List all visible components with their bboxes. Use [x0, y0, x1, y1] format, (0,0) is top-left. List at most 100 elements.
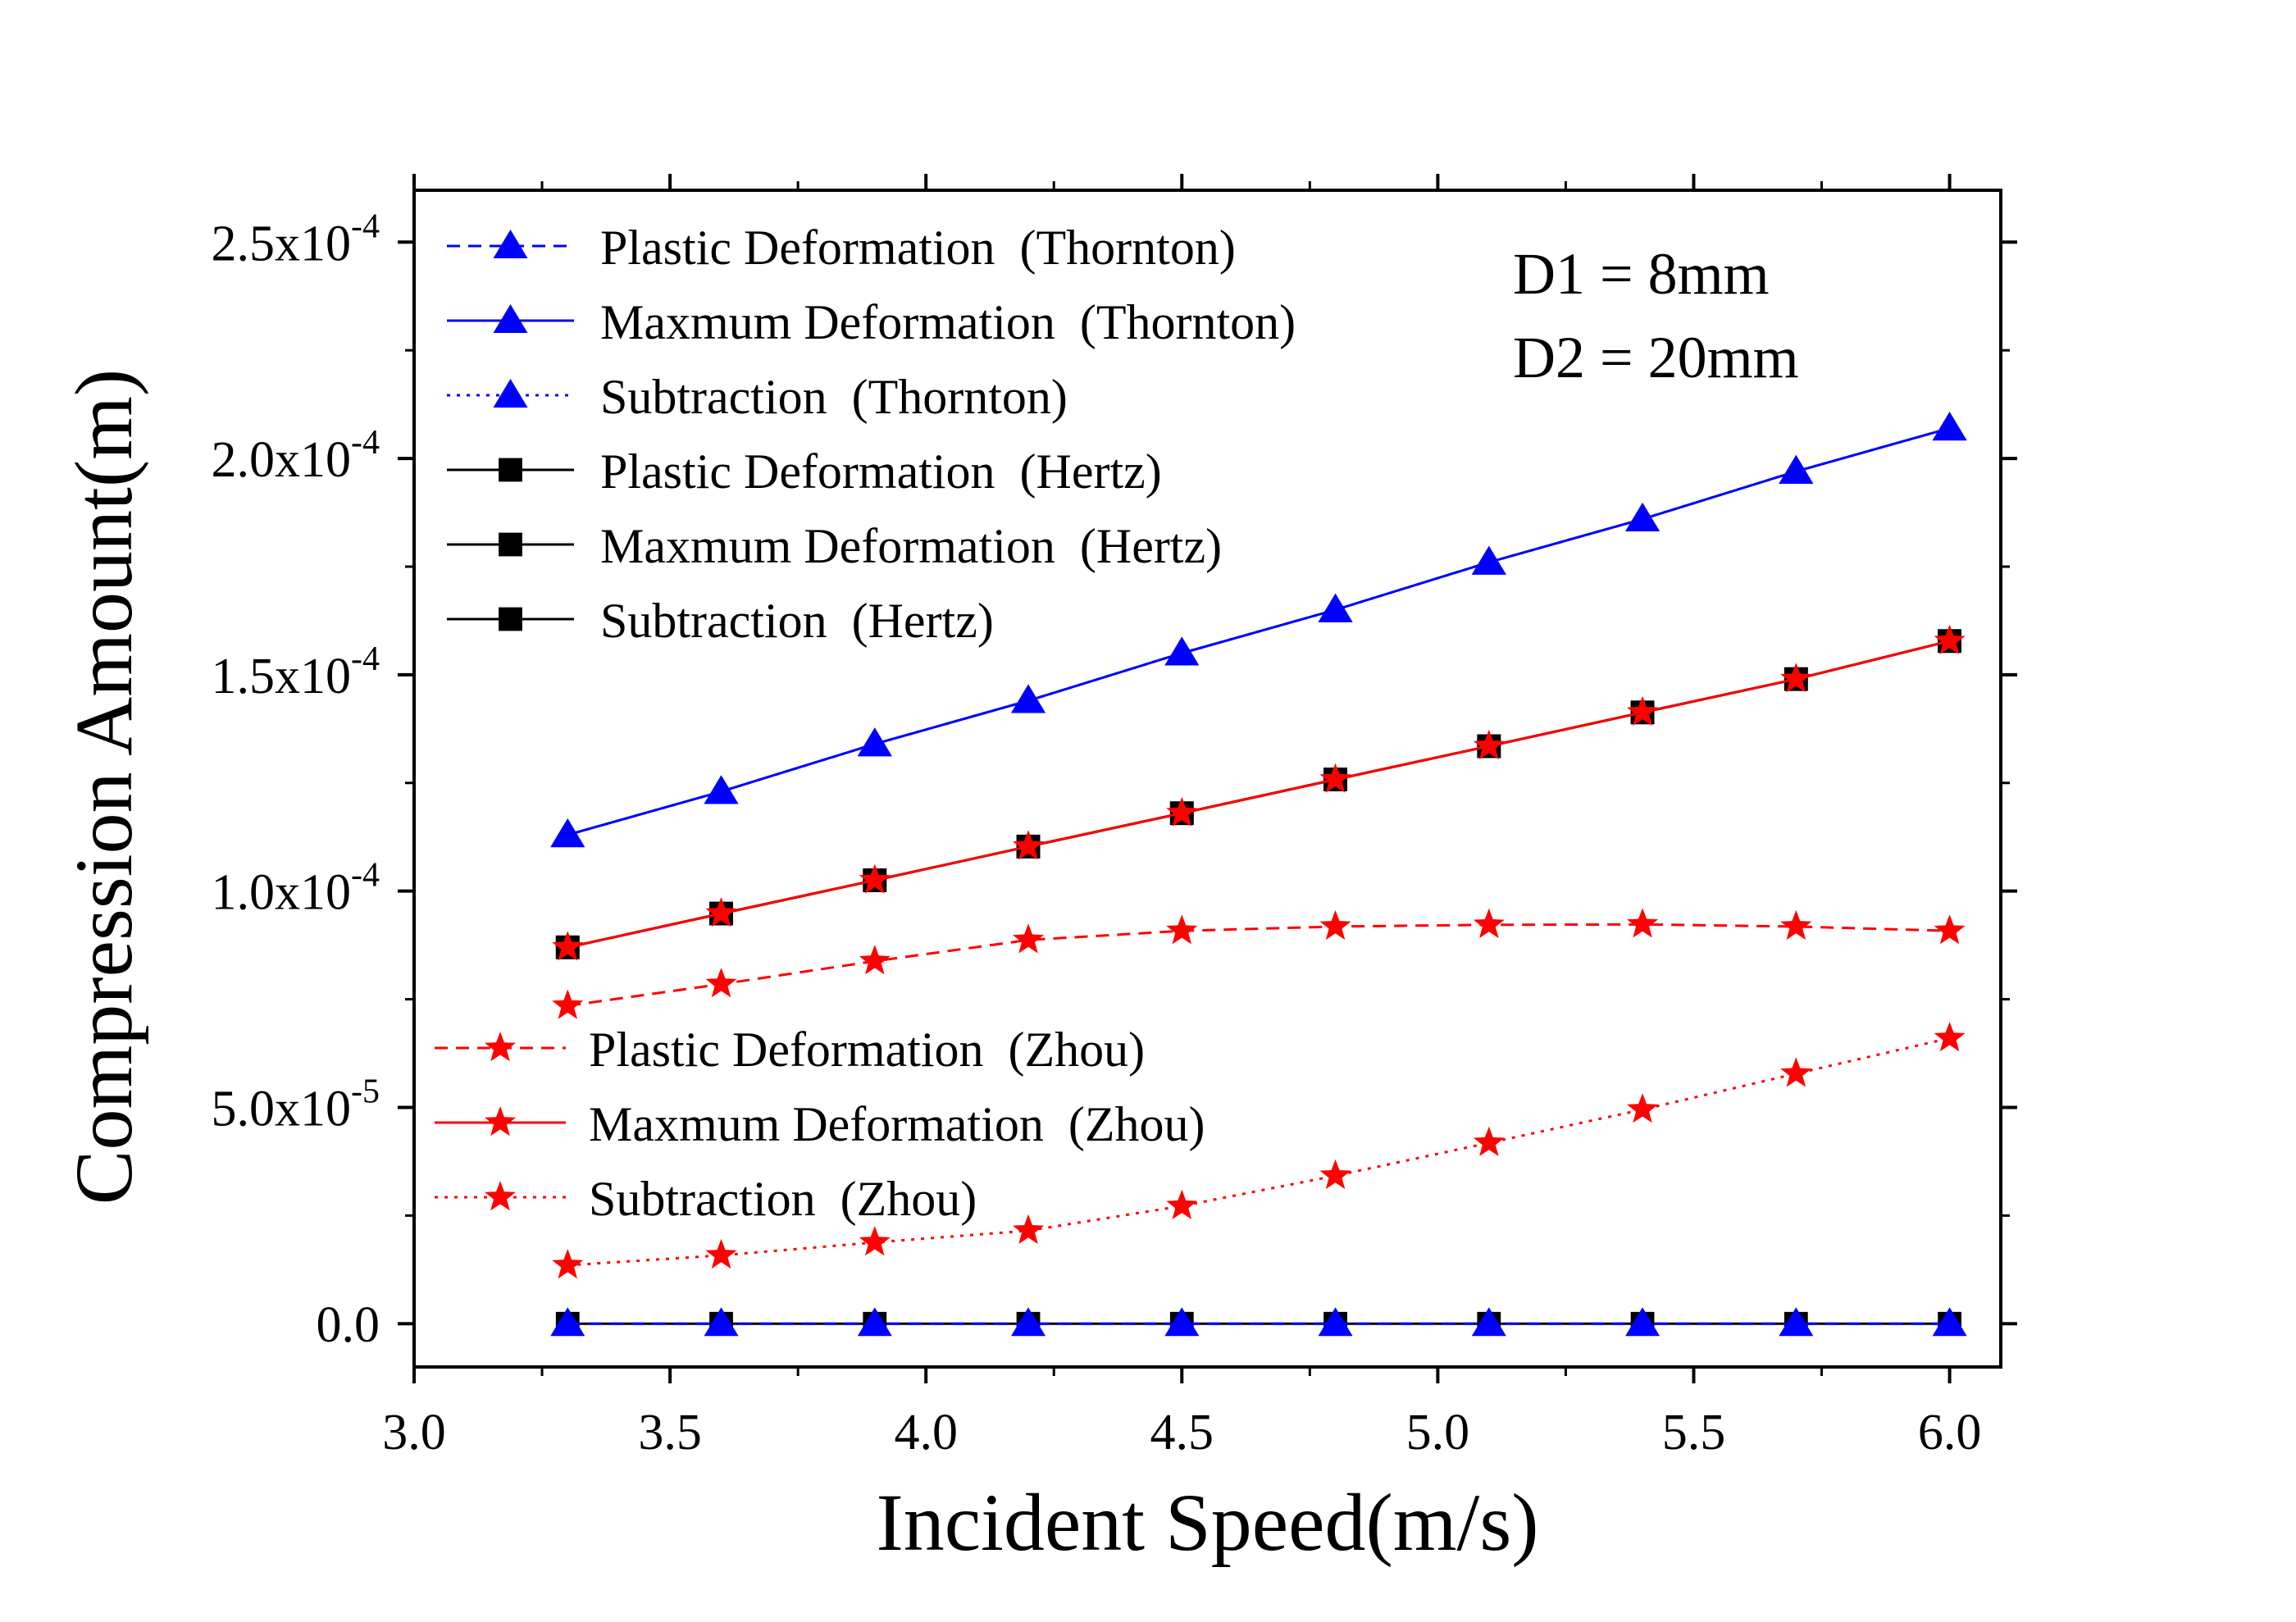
- x-tick-label: 6.0: [1918, 1405, 1982, 1460]
- marker-star: [1780, 909, 1812, 941]
- marker-star: [1473, 908, 1505, 938]
- y-tick-label: 1.0x10-4: [212, 857, 380, 921]
- marker-star: [1627, 1093, 1659, 1123]
- legend-label: Subtraction (Hertz): [600, 594, 994, 648]
- marker-star: [485, 1032, 516, 1062]
- series-line: [567, 426, 1951, 836]
- marker-triangle: [704, 775, 739, 804]
- x-tick-label: 5.5: [1662, 1405, 1726, 1460]
- legend-item: Subtraction (Hertz): [447, 594, 994, 648]
- marker-star: [552, 989, 584, 1019]
- marker-triangle: [493, 230, 528, 258]
- marker-star: [1627, 695, 1659, 726]
- legend-item: Plastic Deformation (Hertz): [447, 444, 1162, 499]
- marker-triangle: [704, 1307, 739, 1337]
- y-axis-ticks: 0.0 5.0x10-5 1.0x10-4 1.5x10-4 2.0x10-4 2.5x1…: [212, 207, 2017, 1353]
- plot-frame: [412, 189, 2002, 1369]
- legend-label: Plastic Deformation (Thornton): [600, 221, 1236, 275]
- marker-star: [705, 897, 737, 927]
- marker-triangle: [1625, 1307, 1660, 1337]
- marker-triangle: [1164, 636, 1200, 666]
- series-layer: [550, 412, 1967, 1337]
- marker-triangle: [1471, 1307, 1506, 1337]
- marker-triangle: [493, 304, 528, 333]
- marker-triangle: [1779, 1307, 1814, 1337]
- y-tick-label: 0.0: [317, 1297, 380, 1353]
- series-line: [567, 923, 1950, 1007]
- legend-item: Subtraction (Zhou): [435, 1172, 977, 1226]
- marker-star: [1934, 1022, 1966, 1052]
- marker-triangle: [857, 1307, 892, 1337]
- marker-square: [499, 458, 522, 482]
- x-tick-label: 4.0: [894, 1405, 958, 1460]
- x-tick-label: 4.5: [1150, 1405, 1214, 1460]
- marker-star: [1780, 663, 1812, 693]
- marker-star: [1473, 729, 1505, 760]
- legend-item: Subtraction (Thornton): [447, 370, 1068, 424]
- marker-star: [1934, 624, 1966, 654]
- marker-star: [705, 968, 737, 998]
- legend-item: Plastic Deformation (Thornton): [447, 221, 1236, 275]
- legend-label: Plastic Deformation (Zhou): [589, 1023, 1145, 1077]
- legend-label: Maxmum Deformation (Thornton): [600, 295, 1296, 349]
- marker-triangle: [1779, 454, 1814, 484]
- marker-triangle: [493, 379, 528, 408]
- marker-triangle: [1625, 502, 1660, 531]
- marker-triangle: [550, 1307, 585, 1337]
- marker-star: [1013, 923, 1045, 954]
- y-tick-label: 2.0x10-4: [212, 424, 380, 488]
- marker-star: [485, 1181, 516, 1211]
- marker-star: [1166, 796, 1198, 827]
- y-tick-label: 2.5x10-4: [212, 207, 380, 271]
- y-tick-label: 5.0x10-5: [212, 1073, 380, 1137]
- marker-star: [1013, 1214, 1045, 1244]
- marker-triangle: [1471, 545, 1506, 575]
- series-2: [550, 412, 1967, 848]
- marker-star: [1780, 1057, 1812, 1087]
- legend-item: Maxmum Deformation (Zhou): [435, 1097, 1205, 1151]
- annotation-d2: D2 = 20mm: [1513, 325, 1799, 390]
- marker-triangle: [1932, 1307, 1967, 1337]
- marker-star: [705, 1238, 737, 1269]
- marker-square: [499, 607, 522, 631]
- marker-star: [859, 1226, 891, 1256]
- marker-triangle: [1011, 1307, 1046, 1337]
- marker-star: [485, 1106, 516, 1137]
- marker-star: [859, 945, 891, 975]
- marker-star: [1627, 908, 1659, 938]
- marker-triangle: [1164, 1307, 1200, 1337]
- marker-star: [859, 863, 891, 894]
- marker-triangle: [1318, 1307, 1353, 1337]
- marker-star: [552, 931, 584, 961]
- marker-star: [1319, 909, 1351, 941]
- marker-star: [1934, 914, 1966, 945]
- y-tick-label: 1.5x10-4: [212, 640, 380, 704]
- legend: Plastic Deformation (Thornton) Maxmum Def…: [435, 221, 1296, 1226]
- series-0: [550, 1307, 1967, 1337]
- legend-label: Subtraction (Zhou): [589, 1172, 977, 1226]
- marker-square: [499, 532, 522, 557]
- x-tick-label: 3.5: [638, 1405, 702, 1460]
- annotation-d1: D1 = 8mm: [1513, 241, 1770, 307]
- series-7: [552, 624, 1966, 961]
- marker-triangle: [1932, 412, 1967, 441]
- series-line: [567, 640, 1950, 949]
- marker-star: [1319, 763, 1351, 793]
- legend-label: Maxmum Deformation (Hertz): [600, 519, 1222, 573]
- marker-triangle: [1318, 593, 1353, 622]
- marker-triangle: [550, 818, 585, 848]
- legend-label: Maxmum Deformation (Zhou): [589, 1097, 1205, 1151]
- marker-triangle: [857, 727, 892, 757]
- marker-star: [1166, 914, 1198, 945]
- x-tick-label: 5.0: [1406, 1405, 1470, 1460]
- legend-label: Subtraction (Thornton): [600, 370, 1068, 424]
- marker-star: [1013, 830, 1045, 860]
- marker-star: [1319, 1159, 1351, 1189]
- legend-item: Maxmum Deformation (Hertz): [447, 519, 1222, 573]
- legend-item: Maxmum Deformation (Thornton): [447, 295, 1296, 349]
- y-axis-label: Compression Amount(m): [58, 369, 149, 1205]
- legend-label: Plastic Deformation (Hertz): [600, 444, 1162, 499]
- x-axis-ticks: 3.0 3.5 4.0 4.5 5.0 5.5 6.0: [382, 174, 1981, 1460]
